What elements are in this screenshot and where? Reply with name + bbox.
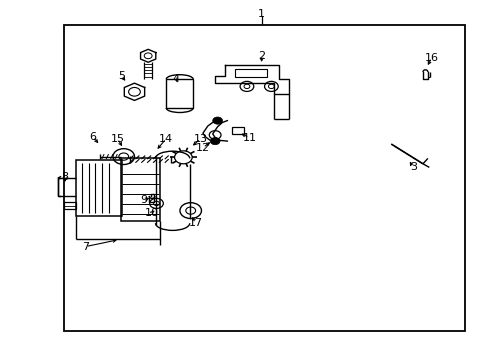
Bar <box>121 158 160 221</box>
Text: 1: 1 <box>258 9 264 19</box>
Text: 2: 2 <box>258 51 264 61</box>
Bar <box>63 202 76 209</box>
Text: 8: 8 <box>61 172 68 182</box>
Text: 4: 4 <box>172 74 179 84</box>
Text: 13: 13 <box>193 134 207 144</box>
Text: 14: 14 <box>159 134 173 144</box>
Circle shape <box>210 138 220 145</box>
Bar <box>63 25 464 331</box>
Circle shape <box>212 117 222 124</box>
Bar <box>232 127 244 134</box>
Text: 10: 10 <box>144 208 158 218</box>
Bar <box>76 160 122 216</box>
Text: 5: 5 <box>118 71 124 81</box>
Text: 12: 12 <box>196 143 209 153</box>
Text: 9: 9 <box>141 195 147 205</box>
Text: 7: 7 <box>82 242 89 252</box>
Bar <box>166 79 193 108</box>
Text: 15: 15 <box>110 134 124 144</box>
Bar <box>234 69 266 77</box>
Text: 6: 6 <box>89 132 96 142</box>
Text: 3: 3 <box>409 162 416 172</box>
Text: 11: 11 <box>242 132 256 143</box>
Text: 17: 17 <box>188 218 202 228</box>
Text: 16: 16 <box>424 53 438 63</box>
